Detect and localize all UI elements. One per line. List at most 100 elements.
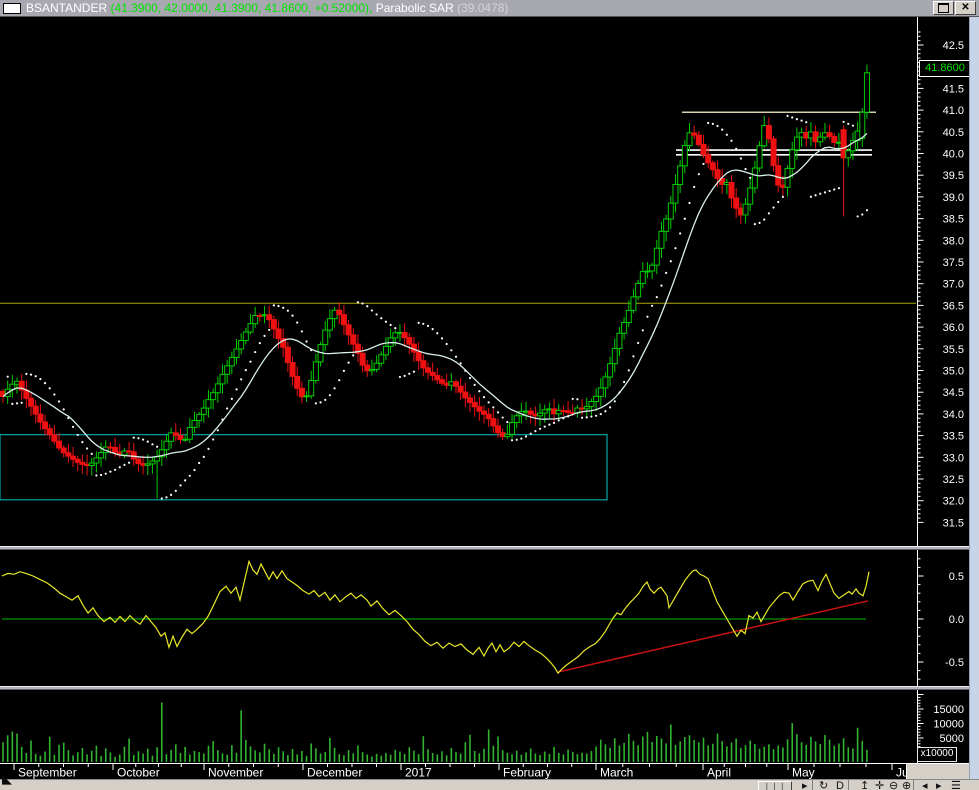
psar-dot	[767, 212, 770, 215]
prev-icon[interactable]: ◂	[922, 780, 928, 790]
psar-dot	[501, 416, 504, 419]
candle-body	[46, 428, 53, 436]
candle-body	[93, 457, 100, 464]
psar-dot	[6, 375, 9, 378]
zoom-in-icon[interactable]: ⊕	[902, 780, 912, 790]
psar-dot	[324, 398, 327, 402]
maximize-button[interactable]	[933, 1, 954, 15]
price-axis-label: 35.0	[943, 366, 964, 378]
psar-dot	[580, 416, 584, 419]
candle-body	[714, 169, 721, 179]
panel-splitter[interactable]	[0, 686, 969, 690]
data-mode-icon[interactable]: D	[836, 780, 844, 790]
candle-body	[228, 356, 235, 367]
psar-dot	[408, 372, 411, 375]
candle-body	[840, 129, 847, 159]
month-label: September	[18, 766, 77, 780]
maximize-icon	[938, 3, 949, 13]
psar-dot	[721, 128, 724, 131]
psar-dot	[412, 370, 416, 373]
psar-dot	[207, 447, 210, 450]
candle-body	[826, 132, 833, 137]
crosshair-icon[interactable]: ✛	[875, 780, 885, 790]
title-bar[interactable]: BSANTANDER (41.3900, 42.0000, 41.3900, 4…	[0, 0, 979, 17]
zoom-out-icon[interactable]: ⊖	[889, 780, 899, 790]
psar-dot	[137, 437, 140, 440]
next-icon[interactable]: ▸	[936, 780, 942, 790]
candle-body	[728, 181, 735, 199]
oscillator-panel[interactable]: 0.5 0.0 -0.5	[0, 550, 969, 686]
psar-dot	[389, 323, 392, 327]
candle-body	[537, 412, 544, 417]
psar-dot	[646, 315, 649, 318]
psar-dot	[805, 121, 808, 124]
candle-body	[490, 418, 497, 427]
menu-icon[interactable]: ☰	[951, 780, 961, 790]
candle-body	[149, 460, 156, 465]
candle-body	[863, 72, 870, 113]
close-button[interactable]: ✕	[955, 1, 976, 15]
candle-body	[294, 375, 301, 389]
psar-dot	[753, 223, 756, 226]
candle-body	[719, 177, 726, 186]
candle-body	[611, 347, 618, 365]
psar-dot	[450, 349, 453, 352]
chart-window-icon[interactable]	[3, 2, 21, 14]
candle-body	[663, 218, 670, 232]
panel-splitter[interactable]	[0, 546, 969, 550]
psar-dot	[272, 304, 275, 307]
horizontal-scrollbar-thumb[interactable]: ❘❘❘	[758, 781, 792, 790]
psar-dot	[669, 260, 672, 263]
psar-dot	[730, 139, 733, 142]
psar-dot	[258, 342, 261, 345]
psar-dot	[277, 304, 280, 308]
psar-dot	[422, 322, 425, 325]
psar-dot	[165, 496, 168, 499]
bottom-toolbar	[0, 779, 979, 790]
psar-dot	[403, 374, 406, 377]
scroll-corner-icon[interactable]: ◣	[2, 771, 12, 786]
candle-body	[793, 136, 800, 151]
candle-body	[158, 449, 165, 458]
price-axis-label: 34.5	[943, 387, 964, 399]
volume-multiplier-label: x10000	[917, 747, 957, 762]
refresh-icon[interactable]: ↻	[819, 780, 829, 790]
play-arrow-icon[interactable]: ▸	[802, 780, 808, 790]
price-axis-label: 35.5	[943, 344, 964, 356]
candle-body	[616, 332, 623, 349]
psar-dot	[571, 397, 574, 401]
candle-body	[280, 338, 287, 348]
candle-body	[200, 407, 207, 415]
candle-body	[434, 374, 441, 381]
arrow-up-icon[interactable]: ↥	[860, 780, 870, 790]
psar-dot	[268, 328, 271, 332]
month-label: October	[117, 766, 160, 780]
psar-dot	[160, 497, 163, 500]
candle-body	[597, 387, 604, 397]
last-price-badge: 41.8600	[919, 60, 971, 77]
candle-body	[607, 363, 614, 378]
psar-dot	[156, 445, 159, 448]
psar-dot	[370, 309, 374, 312]
psar-dot	[347, 361, 350, 364]
candle-body	[849, 140, 856, 152]
volume-panel[interactable]: 5000 10000 15000	[0, 690, 969, 763]
psar-dot	[20, 401, 23, 404]
candle-body	[224, 365, 231, 375]
month-label: May	[792, 766, 815, 780]
psar-dot	[296, 321, 299, 324]
price-axis-label: 33.5	[943, 431, 964, 443]
psar-dot	[240, 378, 243, 381]
psar-dot	[786, 114, 789, 118]
price-chart-panel[interactable]: 42.5 41.5 41.0 40.5 40.0 39.5 39.0 38.5 38.0 37.5…	[0, 17, 969, 546]
symbol-name: BSANTANDER	[26, 1, 108, 15]
psar-dot	[823, 191, 827, 194]
candle-body	[429, 371, 436, 376]
psar-dot	[142, 438, 145, 441]
psar-dot	[627, 369, 630, 372]
psar-dot	[781, 195, 784, 198]
psar-dot	[361, 302, 364, 305]
psar-dot	[43, 382, 47, 385]
candle-body	[130, 451, 137, 460]
candle-body	[467, 397, 473, 403]
